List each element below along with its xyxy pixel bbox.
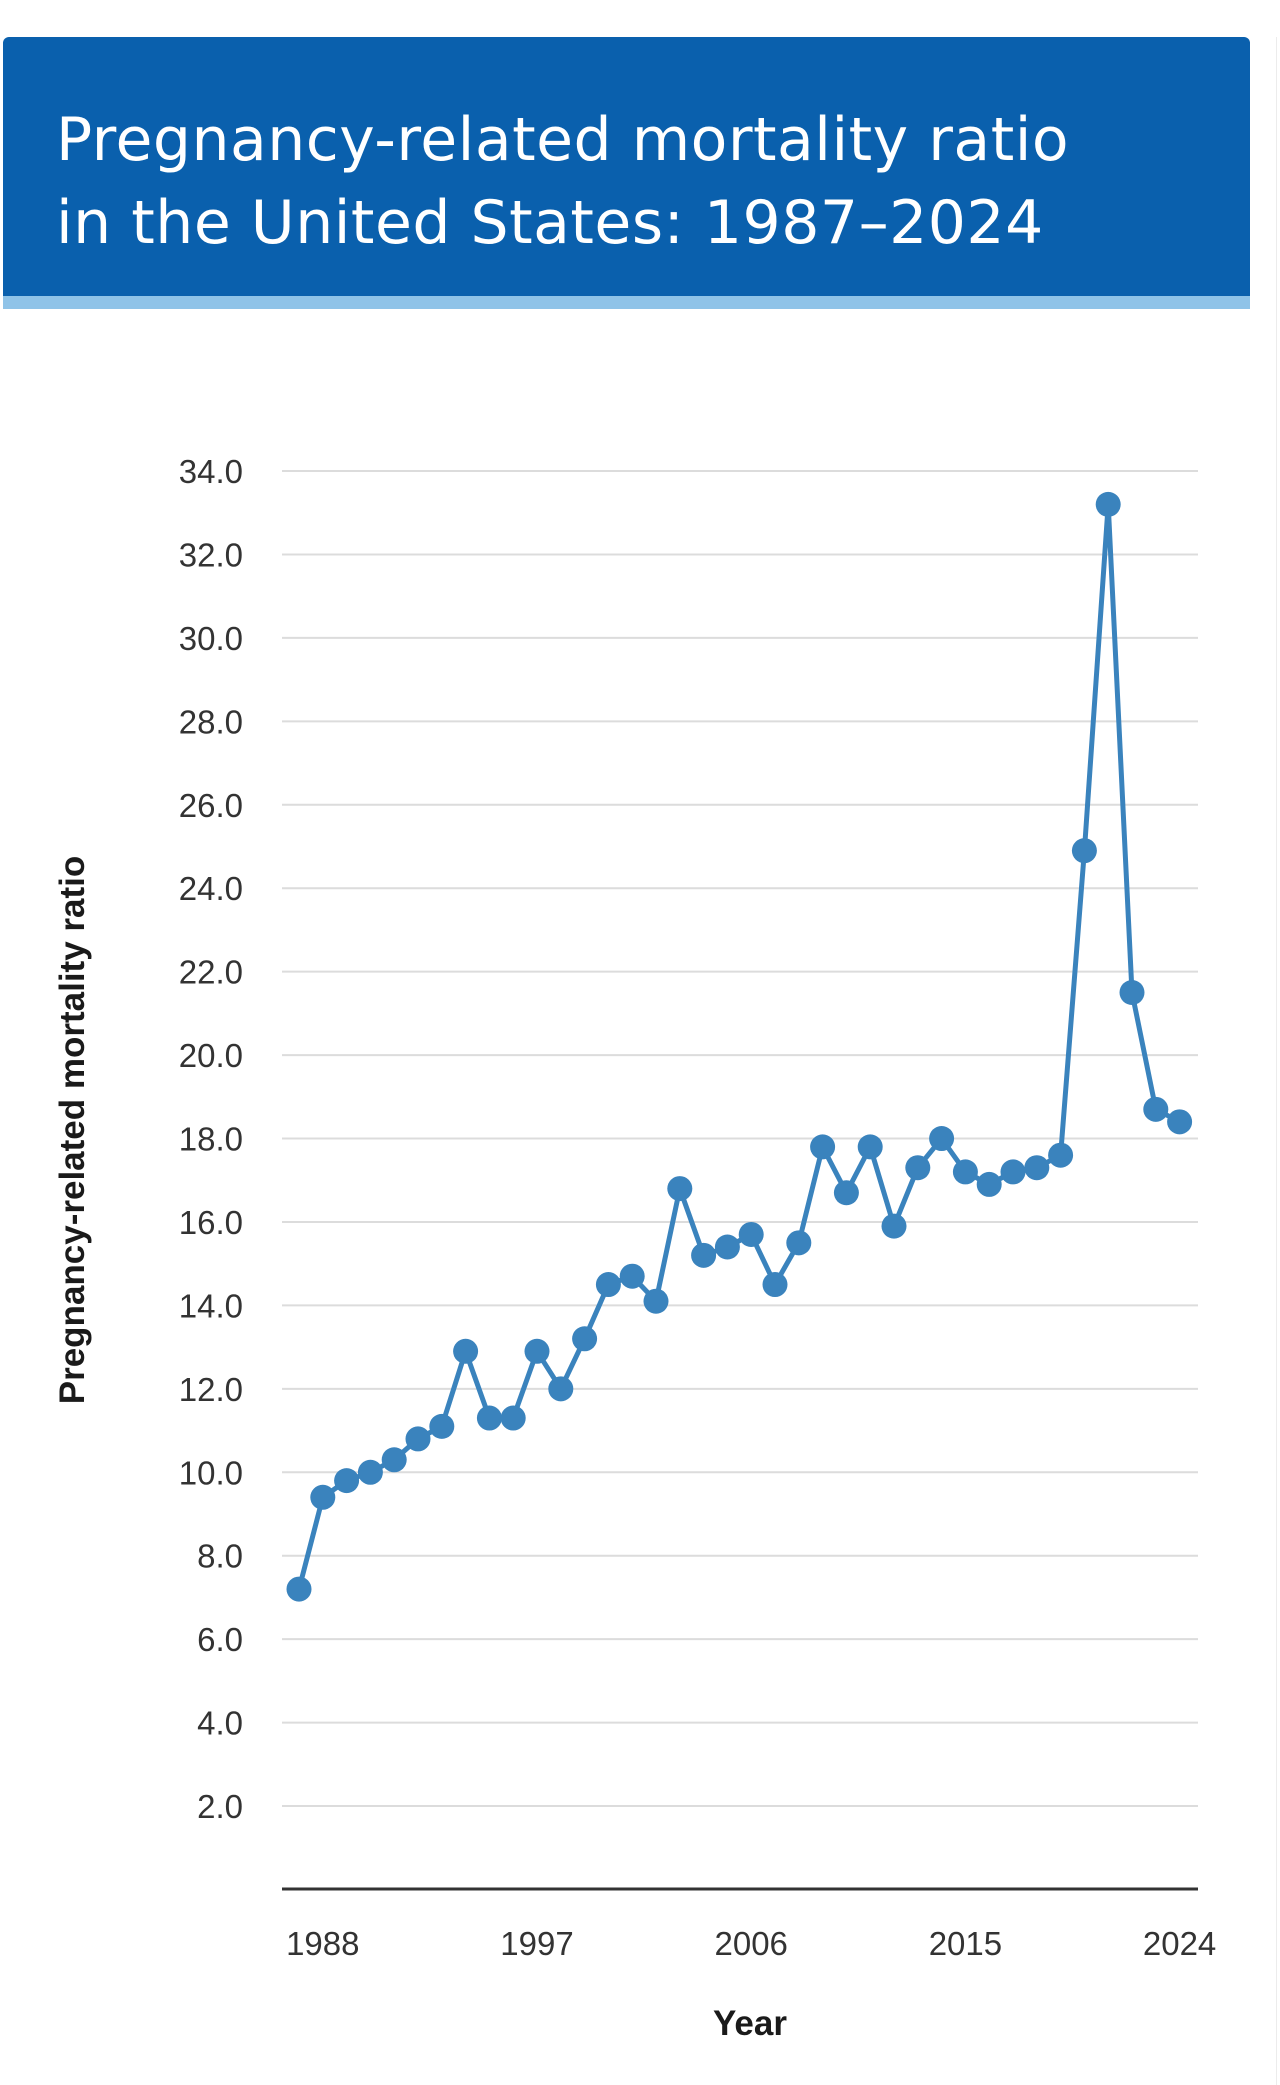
- y-tick-label: 2.0: [197, 1788, 243, 1825]
- x-tick-label: 2015: [929, 1925, 1002, 1962]
- y-tick-label: 28.0: [179, 703, 243, 740]
- data-point: [810, 1134, 836, 1160]
- gridlines: [282, 470, 1198, 1808]
- x-axis-title: Year: [713, 2004, 787, 2043]
- y-tick-label: 34.0: [179, 453, 243, 490]
- x-tick-label: 2024: [1143, 1925, 1216, 1962]
- data-point: [1143, 1096, 1169, 1122]
- y-tick-label: 16.0: [179, 1204, 243, 1241]
- data-point: [643, 1288, 669, 1314]
- data-point: [667, 1176, 693, 1202]
- y-tick-label: 24.0: [179, 870, 243, 907]
- data-point: [1071, 838, 1097, 864]
- data-point: [476, 1405, 502, 1431]
- card-border: [1276, 37, 1277, 2085]
- data-point: [524, 1338, 550, 1364]
- data-point: [857, 1134, 883, 1160]
- data-points: [286, 491, 1193, 1602]
- data-point: [334, 1468, 360, 1494]
- chart-title-line-2: in the United States: 1987–2024: [56, 188, 1044, 258]
- y-tick-label: 8.0: [197, 1538, 243, 1575]
- data-point: [595, 1272, 621, 1298]
- y-tick-label: 12.0: [179, 1371, 243, 1408]
- data-point: [952, 1159, 978, 1185]
- data-point: [500, 1405, 526, 1431]
- y-axis-tick-labels: 2.0 4.0 6.0 8.0 10.0 12.0 14.0 16.0 18.0 20.0 22.0…: [179, 453, 243, 1825]
- y-tick-label: 26.0: [179, 787, 243, 824]
- y-tick-label: 32.0: [179, 536, 243, 573]
- data-point: [1048, 1142, 1074, 1168]
- chart-title: Pregnancy-related mortality ratio in the…: [56, 99, 1236, 265]
- data-point: [929, 1126, 955, 1152]
- data-point: [762, 1272, 788, 1298]
- y-tick-label: 18.0: [179, 1121, 243, 1158]
- y-tick-label: 10.0: [179, 1454, 243, 1491]
- data-point: [1095, 491, 1121, 517]
- data-point: [405, 1426, 431, 1452]
- y-tick-label: 4.0: [197, 1705, 243, 1742]
- data-point: [1000, 1159, 1026, 1185]
- y-tick-label: 22.0: [179, 954, 243, 991]
- data-point: [714, 1234, 740, 1260]
- data-point: [1167, 1109, 1193, 1135]
- data-point: [1024, 1155, 1050, 1181]
- data-point: [691, 1242, 717, 1268]
- data-point: [429, 1413, 455, 1439]
- y-tick-label: 14.0: [179, 1287, 243, 1324]
- y-tick-label: 6.0: [197, 1621, 243, 1658]
- x-tick-label: 1988: [286, 1925, 359, 1962]
- data-point: [548, 1376, 574, 1402]
- chart-title-line-1: Pregnancy-related mortality ratio: [56, 105, 1070, 175]
- data-point: [738, 1221, 764, 1247]
- y-axis-title: Pregnancy-related mortality ratio: [53, 856, 92, 1405]
- x-tick-label: 2006: [714, 1925, 787, 1962]
- data-point: [310, 1484, 336, 1510]
- data-point: [786, 1230, 812, 1256]
- data-point: [833, 1180, 859, 1206]
- data-point: [381, 1447, 407, 1473]
- data-point: [453, 1338, 479, 1364]
- data-point: [905, 1155, 931, 1181]
- data-point: [572, 1326, 598, 1352]
- data-point: [357, 1459, 383, 1485]
- chart-header: Pregnancy-related mortality ratio in the…: [3, 37, 1250, 309]
- data-point: [1119, 980, 1145, 1005]
- data-point: [286, 1576, 312, 1602]
- data-point: [619, 1263, 645, 1289]
- data-point: [881, 1213, 907, 1239]
- x-tick-label: 1997: [500, 1925, 573, 1962]
- x-axis-tick-labels: 1988 1997 2006 2015 2024: [286, 1925, 1216, 1962]
- data-point: [976, 1171, 1002, 1197]
- y-tick-label: 30.0: [179, 620, 243, 657]
- y-tick-label: 20.0: [179, 1037, 243, 1074]
